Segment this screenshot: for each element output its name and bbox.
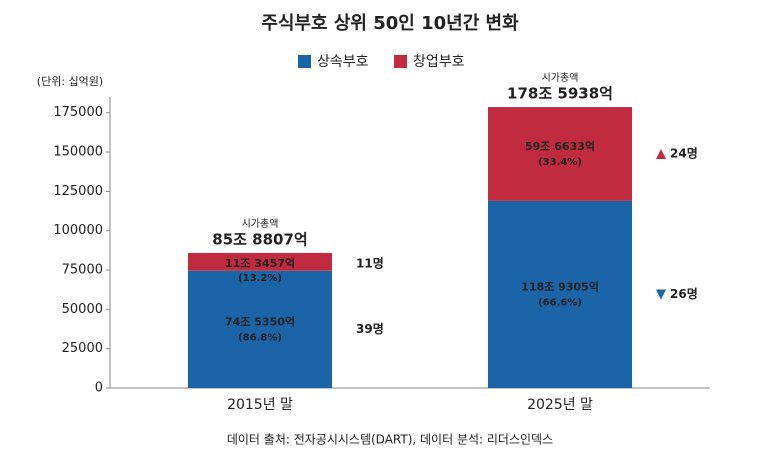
- chart-title: 주식부호 상위 50인 10년간 변화: [261, 13, 519, 34]
- y-tick-label: 175000: [53, 105, 103, 120]
- total-caption: 시가총액: [542, 72, 579, 84]
- source-note: 데이터 출처: 전자공시시스템(DART), 데이터 분석: 리더스인덱스: [227, 433, 553, 447]
- x-tick-label: 2025년 말: [527, 397, 593, 413]
- y-tick-label: 125000: [53, 184, 103, 199]
- bar-segment: [488, 200, 632, 388]
- total-label: 85조 8807억: [212, 230, 307, 248]
- y-tick-label: 0: [95, 381, 103, 396]
- legend-swatch: [394, 55, 407, 68]
- value-label: 74조 5350억: [225, 315, 295, 328]
- y-tick-label: 100000: [53, 223, 103, 238]
- bar-segment: [488, 107, 632, 201]
- value-label: 11조 3457억: [225, 257, 295, 270]
- legend-swatch: [298, 55, 311, 68]
- y-tick-label: 75000: [62, 263, 103, 278]
- count-label: 11명: [356, 256, 384, 270]
- bar-segment: [188, 252, 332, 271]
- count-label: 39명: [356, 322, 384, 336]
- count-label: 24명: [670, 147, 698, 161]
- value-label: 118조 9305억: [521, 280, 599, 293]
- unit-label: (단위: 십억원): [37, 75, 103, 88]
- trend-arrow: [656, 289, 666, 300]
- total-label: 178조 5938억: [507, 85, 613, 103]
- x-tick-label: 2015년 말: [227, 397, 293, 413]
- percent-label: (13.2%): [238, 273, 282, 284]
- count-label: 26명: [670, 287, 698, 301]
- total-caption: 시가총액: [242, 218, 279, 230]
- y-tick-label: 150000: [53, 145, 103, 160]
- percent-label: (86.8%): [238, 332, 282, 343]
- trend-arrow: [656, 149, 666, 160]
- bar-segment: [188, 270, 332, 388]
- value-label: 59조 6633억: [525, 140, 595, 153]
- y-tick-label: 50000: [62, 302, 103, 317]
- y-tick-label: 25000: [62, 341, 103, 356]
- legend-label: 상속부호: [317, 54, 369, 70]
- legend-label: 창업부호: [413, 54, 465, 70]
- percent-label: (66.6%): [538, 297, 582, 308]
- percent-label: (33.4%): [538, 157, 582, 168]
